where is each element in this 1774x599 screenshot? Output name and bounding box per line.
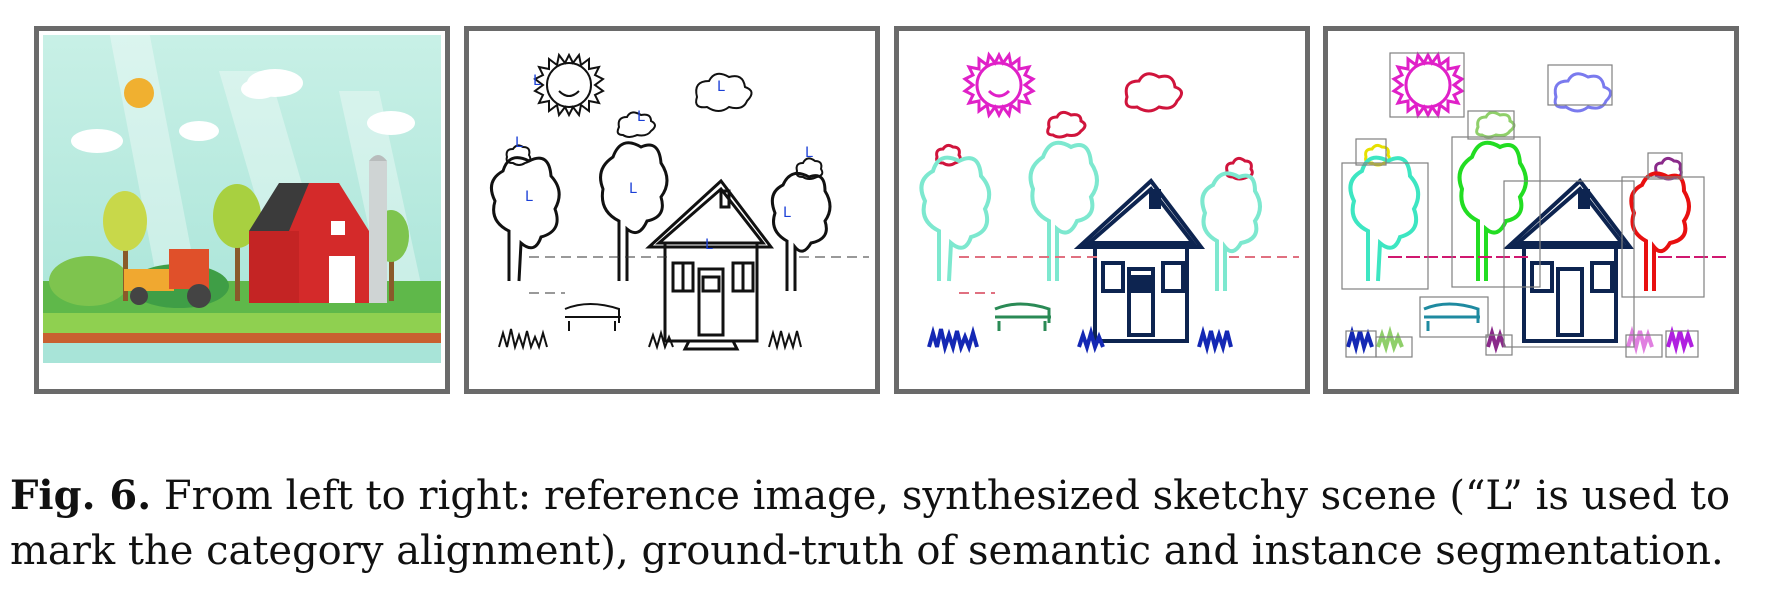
cloud-icon [505,72,824,180]
alignment-markers: L L L L L L L L L [515,73,813,253]
bench-icon [994,302,1051,331]
grass-icon [498,328,802,351]
grass-icon [1486,325,1506,354]
figure-caption: Fig. 6. From left to right: reference im… [10,468,1766,579]
alignment-marker: L [637,109,645,125]
cloud-icon [935,72,1254,181]
caption-line-1: Fig. 6. From left to right: reference im… [10,468,1766,524]
instance-segmentation-panel [1323,26,1739,394]
grass-icon [1346,325,1374,355]
grass-icon [1376,325,1404,354]
alignment-marker: L [525,189,533,205]
semantic-segmentation [919,51,1299,355]
semantic-segmentation-panel [894,26,1310,394]
tree-icon [1348,155,1421,282]
cloud-icon [71,69,415,153]
sketchy-scene: L L L L L L L L L [489,52,869,351]
tree-icon [919,140,1262,291]
cloud-icon [1475,110,1516,139]
alignment-marker: L [515,135,523,151]
cloud-icon [1553,72,1612,113]
house-icon [1502,178,1635,343]
sun-icon [962,51,1036,119]
tree-icon [1629,171,1691,291]
caption-line-2: mark the category alignment), ground-tru… [10,528,1724,574]
house-icon [1073,178,1206,343]
sketchy-scene-panel: L L L L L L L L L [464,26,880,394]
grass-icon [1626,325,1654,355]
sun-icon [533,52,605,118]
reference-image-panel [34,26,450,394]
alignment-marker: L [705,237,713,253]
instance-segmentation [1341,51,1728,358]
bench-icon [564,303,621,331]
bench-icon [1423,302,1480,331]
tree-icon [1457,140,1528,281]
barn-icon [249,155,387,303]
caption-text-1: From left to right: reference image, syn… [163,473,1731,519]
grass-icon [1666,325,1694,355]
alignment-marker: L [783,205,791,221]
alignment-marker: L [533,73,541,89]
alignment-marker: L [629,181,637,197]
sun-icon [1391,51,1465,119]
instance-bounding-boxes [1341,52,1705,358]
alignment-marker: L [805,145,813,161]
tree-icon [489,141,832,291]
tractor-icon [124,249,211,308]
sun-icon [124,78,154,108]
house-icon [645,178,775,351]
alignment-marker: L [717,79,725,95]
reference-image [43,31,441,363]
figure-label: Fig. 6. [10,472,152,519]
grass-icon [927,325,1233,355]
